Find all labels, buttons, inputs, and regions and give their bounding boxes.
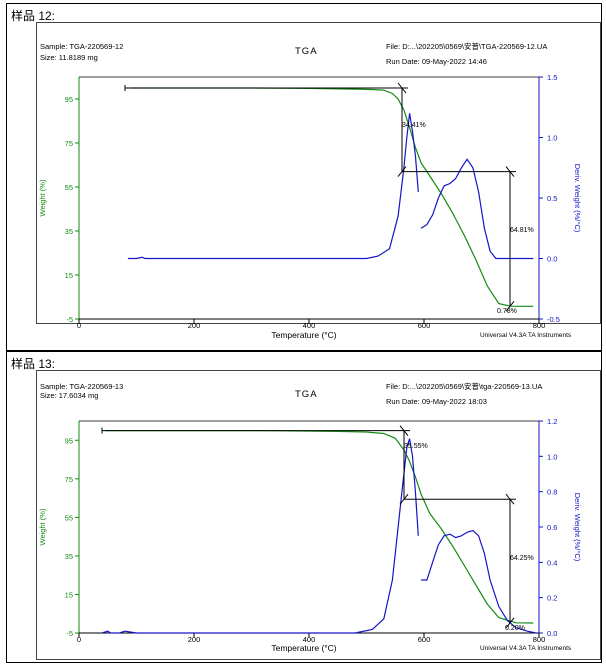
y-left-tick-label: 95 <box>65 95 73 104</box>
deriv-weight-curve <box>101 438 419 634</box>
sample-label: Sample: TGA-220569-12 <box>40 42 123 51</box>
y-right-axis-label: Deriv. Weight (%/°C) <box>573 164 582 233</box>
x-tick-label: 200 <box>188 635 201 644</box>
x-tick-label: 0 <box>77 635 81 644</box>
y-left-tick-label: 75 <box>65 475 73 484</box>
software-label: Universal V4.3A TA Instruments <box>480 645 572 652</box>
step-annotation: 64.81% <box>510 227 534 234</box>
step-annotation: 0.20% <box>505 625 525 632</box>
y-left-axis-label: Weight (%) <box>38 508 47 545</box>
plot-frame <box>36 22 601 324</box>
chart-title: TGA <box>295 389 318 400</box>
step-1-mark <box>397 82 407 94</box>
run-date-label: Run Date: 09-May-2022 18:03 <box>386 397 487 406</box>
y-right-tick-label: 1.0 <box>547 452 557 461</box>
chart-title: TGA <box>295 46 318 57</box>
panel-title: 样品 12: <box>11 9 56 23</box>
file-label: File: D:...\202205\0569\安普\tga-220569-13… <box>386 381 542 391</box>
x-tick-label: 800 <box>533 321 546 330</box>
size-label: Size: 11.8189 mg <box>40 53 98 62</box>
y-right-tick-label: 0.2 <box>547 594 557 603</box>
x-axis-label: Temperature (°C) <box>271 643 336 653</box>
y-right-tick-label: 1.2 <box>547 417 557 426</box>
y-left-tick-label: -5 <box>66 629 73 638</box>
deriv-weight-curve <box>420 158 534 260</box>
y-right-tick-label: 0.0 <box>547 629 557 638</box>
sample-label: Sample: TGA-220569-13 <box>40 382 123 391</box>
y-left-tick-label: 15 <box>65 590 73 599</box>
x-tick-label: 200 <box>188 321 201 330</box>
x-tick-label: 600 <box>418 635 431 644</box>
y-right-tick-label: 1.5 <box>547 73 557 82</box>
y-right-tick-label: 0.8 <box>547 488 557 497</box>
x-tick-label: 600 <box>418 321 431 330</box>
y-left-tick-label: -5 <box>66 315 73 324</box>
step-2-mark <box>505 617 515 629</box>
step-annotation: 64.25% <box>510 555 534 562</box>
software-label: Universal V4.3A TA Instruments <box>480 332 572 339</box>
step-2-mark <box>505 166 515 177</box>
deriv-weight-curve <box>127 113 419 260</box>
y-left-tick-label: 15 <box>65 271 73 280</box>
y-right-tick-label: -0.5 <box>547 315 560 324</box>
deriv-weight-curve <box>421 529 537 634</box>
weight-curve <box>130 87 534 307</box>
chart-panel-sample-12: 样品 12: Sample: TGA-220569-12 Size: 11.818… <box>6 3 602 351</box>
panel-title: 样品 13: <box>11 357 56 371</box>
step-2-mark <box>505 493 515 505</box>
step-1-mark <box>399 425 409 436</box>
x-tick-label: 400 <box>303 321 316 330</box>
weight-curve <box>104 429 534 624</box>
y-left-axis-label: Weight (%) <box>38 179 47 216</box>
x-axis-label: Temperature (°C) <box>271 330 336 340</box>
run-date-label: Run Date: 09-May-2022 14:46 <box>386 57 487 66</box>
file-label: File: D:...\202205\0569\安普\TGA-220569-12… <box>386 41 547 51</box>
y-left-tick-label: 35 <box>65 227 73 236</box>
x-tick-label: 800 <box>533 635 546 644</box>
size-label: Size: 17.6034 mg <box>40 391 98 400</box>
y-right-tick-label: 0.4 <box>547 558 557 567</box>
plot-frame <box>36 370 601 660</box>
step-annotation: 0.78% <box>497 308 517 315</box>
y-left-tick-label: 95 <box>65 436 73 445</box>
x-tick-label: 400 <box>303 635 316 644</box>
y-left-tick-label: 55 <box>65 183 73 192</box>
y-left-tick-label: 75 <box>65 139 73 148</box>
step-annotation: 35.55% <box>404 443 428 450</box>
tga-chart-sample-12: Sample: TGA-220569-12 Size: 11.8189 mg TGA… <box>38 41 582 340</box>
y-left-tick-label: 35 <box>65 552 73 561</box>
y-left-tick-label: 55 <box>65 513 73 522</box>
y-right-tick-label: 0.6 <box>547 523 557 532</box>
y-right-axis-label: Deriv. Weight (%/°C) <box>573 493 582 562</box>
chart-panel-sample-13: 样品 13: Sample: TGA-220569-13 Size: 17.603… <box>6 351 602 663</box>
x-tick-label: 0 <box>77 321 81 330</box>
y-right-tick-label: 1.0 <box>547 134 557 143</box>
y-right-tick-label: 0.0 <box>547 255 557 264</box>
step-2-mark <box>505 300 515 312</box>
step-annotation: 34.41% <box>402 122 426 129</box>
y-right-tick-label: 0.5 <box>547 194 557 203</box>
